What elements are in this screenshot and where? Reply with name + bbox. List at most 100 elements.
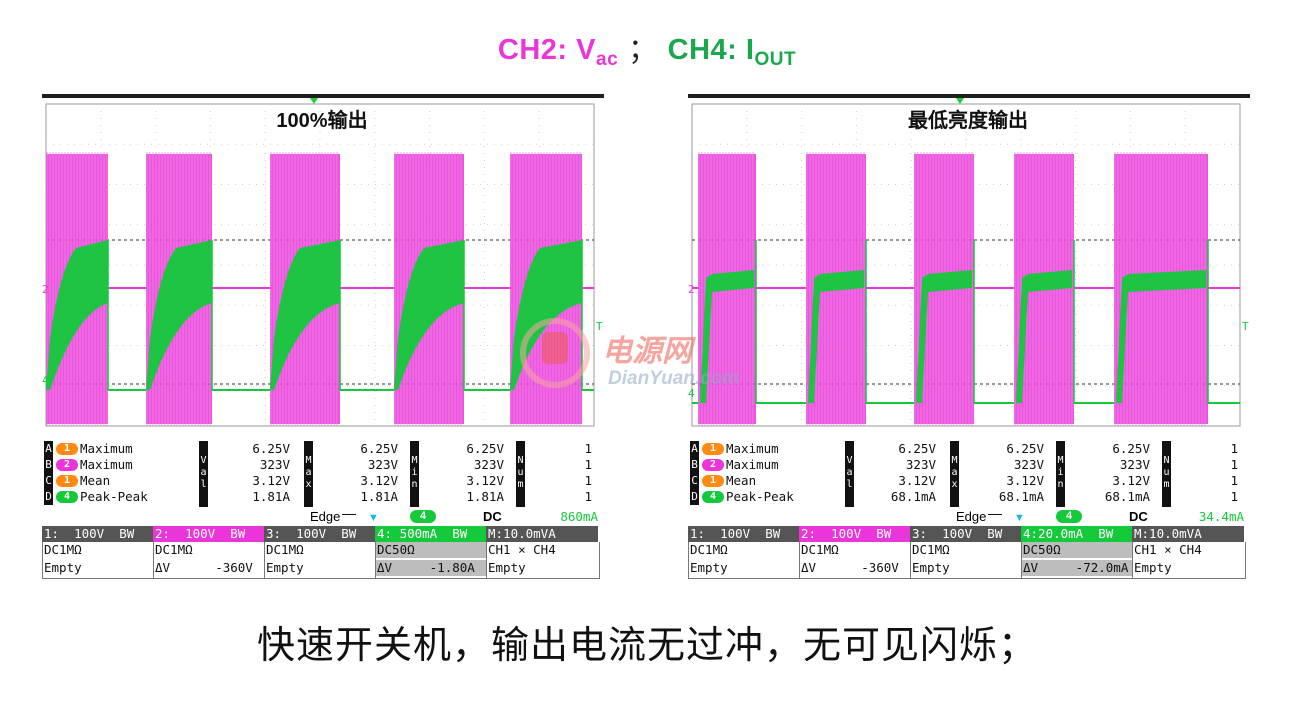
ch2-burst <box>1114 152 1209 426</box>
ch4-current-rise <box>1116 270 1206 403</box>
title-ch4-text: CH4: I <box>667 34 755 66</box>
column-label-char: x <box>951 479 958 490</box>
channel-badge: 1 <box>702 443 724 455</box>
measurement-value: 68.1mA <box>998 489 1044 504</box>
channel-cursor: ΔV -72.0mA <box>1021 560 1132 576</box>
measurement-value: 3.12V <box>1006 473 1044 488</box>
channel-header: 3: 100V BW <box>264 526 375 542</box>
channel-settings: 1: 100V BW DC1MΩ Empty 2: 100V BW DC1MΩ ΔV -3… <box>42 526 604 579</box>
measurement-name: Peak-Peak <box>726 489 794 504</box>
trigger-level-marker: T <box>1242 320 1249 333</box>
channel-cursor: Empty <box>912 560 950 575</box>
column-label-char: x <box>305 479 312 490</box>
measurement-name: Maximum <box>80 457 133 472</box>
measurement-value: 323V <box>1013 457 1044 472</box>
channel-divider <box>910 542 911 578</box>
measurement-value: 6.25V <box>466 441 504 456</box>
trigger-info: Edge ▼ 4 DC 860mA <box>42 508 604 526</box>
ch2-burst <box>46 152 109 426</box>
measurement-value: 3.12V <box>898 473 936 488</box>
trigger-position-marker <box>956 98 964 104</box>
channel-cursor: Empty <box>266 560 304 575</box>
measurement-row: B 2 Maximum 323V 323V 323V 1 <box>42 457 604 473</box>
column-label-char: a <box>846 467 853 478</box>
scope-top-bar <box>688 94 1250 98</box>
scope-top-bar <box>42 94 604 98</box>
trigger-info: Edge ▼ 4 DC 34.4mA <box>688 508 1250 526</box>
trigger-coupling: DC <box>1129 509 1148 524</box>
channel-badge: 4 <box>56 491 78 503</box>
measurement-letter: D <box>690 489 699 505</box>
channel-settings: 1: 100V BW DC1MΩ Empty 2: 100V BW DC1MΩ ΔV -3… <box>688 526 1250 579</box>
measurement-row: D 4 Peak-Peak 68.1mA 68.1mA 68.1mA 1 <box>688 489 1250 505</box>
channel-header: M:10.0mVA <box>1132 526 1244 542</box>
channel-coupling: DC1MΩ <box>801 542 839 557</box>
measurement-value: 323V <box>905 457 936 472</box>
measurement-value: 1.81A <box>360 489 398 504</box>
channel-divider <box>375 542 376 578</box>
column-label-char: l <box>200 479 207 490</box>
channel-badge: 4 <box>702 491 724 503</box>
ch2-burst <box>146 152 213 426</box>
column-label-char: i <box>411 467 418 478</box>
ch2-marker: 2 <box>42 283 49 296</box>
ch4-current-rise <box>46 240 108 390</box>
channel-badge: 2 <box>56 459 78 471</box>
column-label-char: a <box>951 467 958 478</box>
measurement-count: 1 <box>1230 441 1238 456</box>
watermark-en: DianYuan.com <box>608 368 740 389</box>
measurement-count: 1 <box>1230 473 1238 488</box>
channel-divider <box>486 542 487 578</box>
measurement-value: 323V <box>1119 457 1150 472</box>
measurement-row: A 1 Maximum 6.25V 6.25V 6.25V 1 <box>42 441 604 457</box>
channel-coupling: DC50Ω <box>1021 542 1132 558</box>
measurement-value: 323V <box>367 457 398 472</box>
channel-coupling: CH1 × CH4 <box>488 542 556 557</box>
title-ch2-sub: ac <box>596 49 619 70</box>
column-label-char: M <box>411 455 418 466</box>
measurement-letter: B <box>44 457 53 473</box>
channel-header: 1: 100V BW <box>688 526 799 542</box>
column-label-char: a <box>200 467 207 478</box>
channel-cursor: Empty <box>690 560 728 575</box>
ch4-marker: 4 <box>688 387 695 400</box>
channel-cursor: Empty <box>488 560 526 575</box>
measurement-name: Maximum <box>726 441 779 456</box>
channel-cursor: Empty <box>44 560 82 575</box>
ch2-marker: 2 <box>688 283 695 296</box>
watermark-ring-icon <box>520 318 590 388</box>
plug-icon <box>542 332 568 364</box>
channel-cursor: ΔV -1.80A <box>375 560 486 576</box>
title-ch4: CH4: IOUT <box>667 34 796 70</box>
measurement-value: 6.25V <box>1006 441 1044 456</box>
column-label-char: n <box>1057 479 1064 490</box>
ch2-burst <box>914 152 975 426</box>
column-label-char: V <box>846 455 853 466</box>
channel-coupling: DC1MΩ <box>155 542 193 557</box>
measurement-row: A 1 Maximum 6.25V 6.25V 6.25V 1 <box>688 441 1250 457</box>
channel-coupling: DC50Ω <box>375 542 486 558</box>
trigger-mode: Edge <box>310 509 341 524</box>
channel-grid-frame <box>688 542 1246 579</box>
measurement-name: Maximum <box>726 457 779 472</box>
column-label-char: N <box>1163 455 1170 466</box>
measurement-letter: D <box>44 489 53 505</box>
measurement-name: Peak-Peak <box>80 489 148 504</box>
column-label-char: u <box>517 467 524 478</box>
measurement-value: 3.12V <box>466 473 504 488</box>
measurement-value: 6.25V <box>898 441 936 456</box>
ch4-current-rise <box>808 270 864 403</box>
ch2-burst <box>806 152 867 426</box>
measurement-value: 6.25V <box>360 441 398 456</box>
measurement-letter: A <box>690 441 699 457</box>
